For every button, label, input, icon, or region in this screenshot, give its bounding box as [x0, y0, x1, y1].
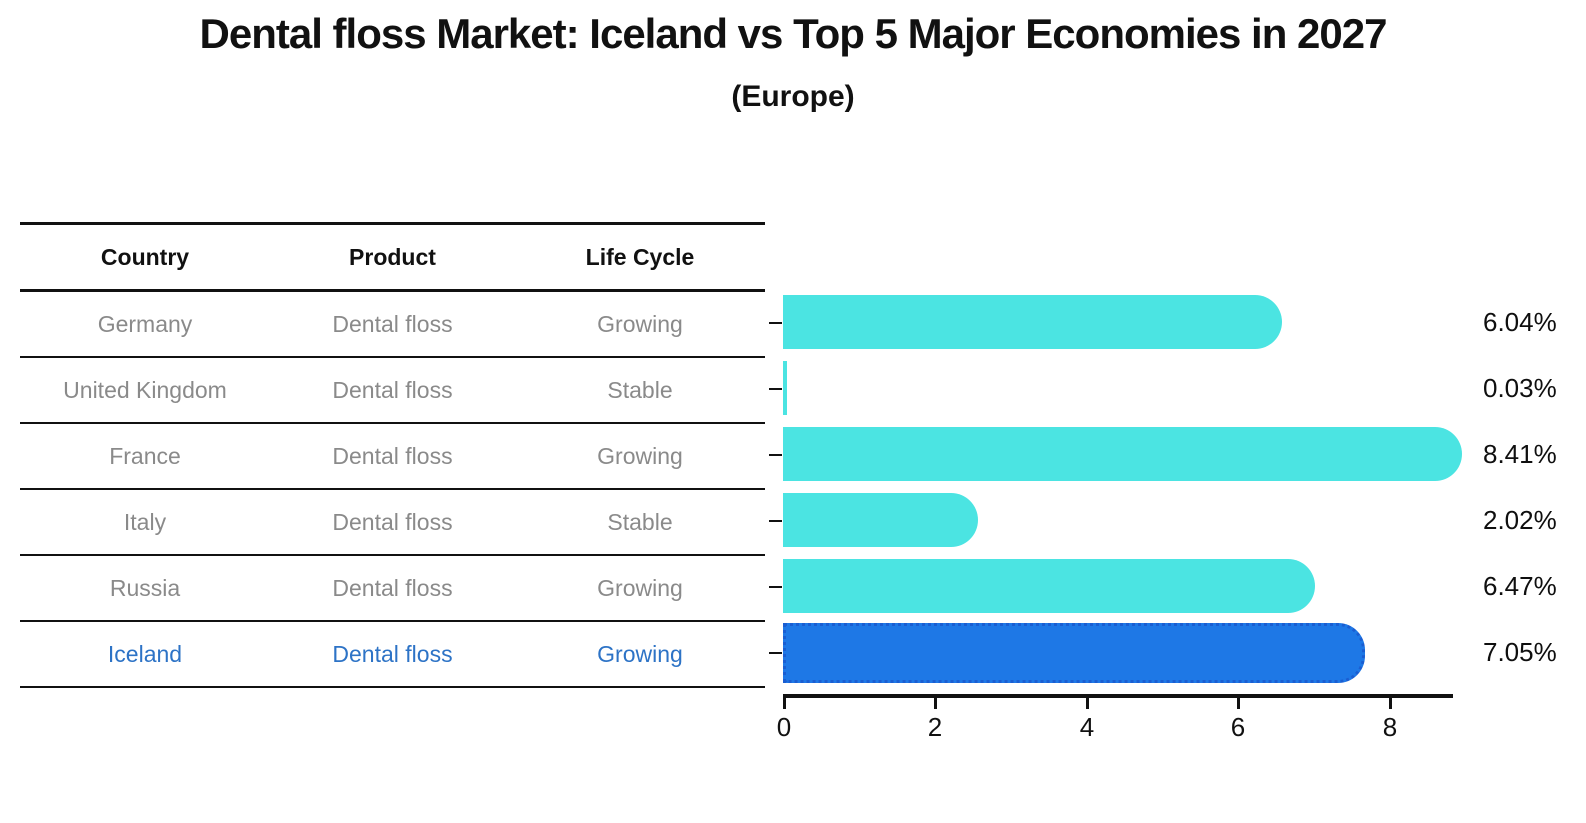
x-tick-label: 6 — [1230, 712, 1246, 742]
life-cycle-cell: Growing — [597, 310, 683, 337]
life-cycle-cell: Stable — [607, 376, 673, 403]
product-cell: Dental floss — [332, 574, 453, 601]
bar-germany — [783, 295, 1282, 349]
bar-united-kingdom — [783, 361, 787, 415]
bar-france — [783, 427, 1462, 481]
country-cell: Iceland — [107, 640, 183, 667]
country-cell: Russia — [109, 574, 181, 601]
chart-title: Dental floss Market: Iceland vs Top 5 Ma… — [199, 10, 1388, 57]
chart-subtitle: (Europe) — [731, 80, 855, 113]
column-header-country: Country — [100, 243, 190, 270]
value-label: 0.03% — [1483, 372, 1557, 403]
life-cycle-cell: Growing — [597, 442, 683, 469]
column-header-life-cycle: Life Cycle — [585, 243, 695, 270]
value-label: 6.04% — [1483, 306, 1557, 337]
product-cell: Dental floss — [332, 640, 453, 667]
country-cell: Germany — [97, 310, 193, 337]
y-tick — [769, 586, 782, 588]
x-tick — [1086, 698, 1089, 709]
column-header-product: Product — [349, 243, 436, 270]
x-tick — [934, 698, 937, 709]
bar-iceland — [783, 623, 1365, 683]
x-tick — [1237, 698, 1240, 709]
value-label: 7.05% — [1483, 636, 1557, 667]
y-tick — [769, 652, 782, 654]
country-table: Country Product Life Cycle Germany Denta… — [20, 222, 765, 688]
value-label: 8.41% — [1483, 438, 1557, 469]
life-cycle-cell: Stable — [607, 508, 673, 535]
product-cell: Dental floss — [332, 442, 453, 469]
country-cell: France — [109, 442, 181, 469]
table-row-russia: Russia Dental floss Growing — [20, 556, 765, 622]
bar-italy — [783, 493, 978, 547]
country-cell: Italy — [123, 508, 167, 535]
table-row-iceland: Iceland Dental floss Growing — [20, 622, 765, 686]
x-tick — [1389, 698, 1392, 709]
x-tick-label: 4 — [1079, 712, 1095, 742]
product-cell: Dental floss — [332, 310, 453, 337]
y-tick — [769, 388, 782, 390]
x-tick — [783, 698, 786, 709]
y-tick — [769, 322, 782, 324]
life-cycle-cell: Growing — [597, 574, 683, 601]
table-row-united-kingdom: United Kingdom Dental floss Stable — [20, 358, 765, 424]
x-tick-label: 0 — [776, 712, 792, 742]
product-cell: Dental floss — [332, 508, 453, 535]
life-cycle-cell: Growing — [597, 640, 683, 667]
y-tick — [769, 454, 782, 456]
y-tick — [769, 520, 782, 522]
x-axis-line — [783, 694, 1453, 698]
bar-russia — [783, 559, 1315, 613]
x-tick-label: 2 — [927, 712, 943, 742]
country-cell: United Kingdom — [63, 376, 227, 403]
value-label: 2.02% — [1483, 504, 1557, 535]
x-tick-label: 8 — [1382, 712, 1398, 742]
product-cell: Dental floss — [332, 376, 453, 403]
table-row-italy: Italy Dental floss Stable — [20, 490, 765, 556]
value-label: 6.47% — [1483, 570, 1557, 601]
table-row-france: France Dental floss Growing — [20, 424, 765, 490]
table-row-germany: Germany Dental floss Growing — [20, 292, 765, 358]
table-header-row: Country Product Life Cycle — [20, 225, 765, 292]
